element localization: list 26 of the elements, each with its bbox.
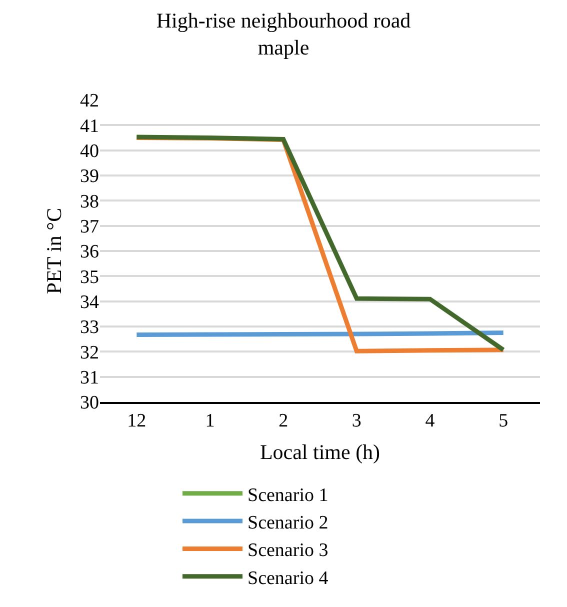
x-tick-label: 12 xyxy=(127,410,146,432)
y-tick-label: 31 xyxy=(80,367,99,388)
legend-label: Scenario 4 xyxy=(248,568,329,589)
x-tick-label: 2 xyxy=(278,410,288,432)
legend-label: Scenario 2 xyxy=(248,512,328,534)
y-tick-label: 33 xyxy=(80,317,99,338)
y-tick-label: 30 xyxy=(80,392,99,414)
y-tick-label: 32 xyxy=(80,342,99,364)
x-tick-label: 3 xyxy=(352,410,362,432)
legend-label: Scenario 1 xyxy=(248,484,328,506)
y-tick-label: 36 xyxy=(80,242,99,263)
chart-title: High-rise neighbourhood road maple xyxy=(156,8,412,60)
x-tick-label: 1 xyxy=(205,410,215,432)
x-tick-label: 5 xyxy=(498,410,508,432)
x-axis-title: Local time (h) xyxy=(260,440,380,464)
x-tick-label: 4 xyxy=(425,410,436,432)
y-tick-label: 40 xyxy=(80,140,99,162)
y-tick-label: 38 xyxy=(80,191,99,212)
legend-label: Scenario 3 xyxy=(248,540,328,562)
y-tick-label: 39 xyxy=(80,166,99,188)
y-tick-label: 42 xyxy=(80,90,99,112)
y-tick-label: 35 xyxy=(80,266,99,288)
y-tick-label: 37 xyxy=(80,216,99,238)
y-tick-label: 41 xyxy=(80,116,99,137)
y-tick-label: 34 xyxy=(80,292,100,313)
y-axis-title: PET in °C xyxy=(42,208,66,294)
